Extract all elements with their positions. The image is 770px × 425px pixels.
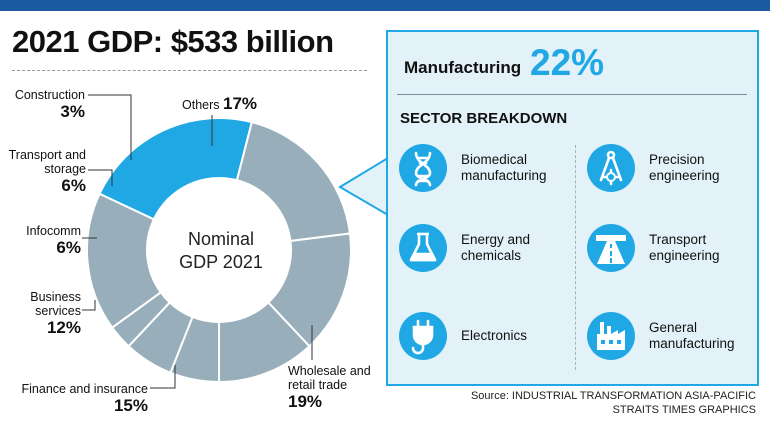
sector-electronics-label: Electronics	[461, 328, 591, 344]
label-transport: Transport and storage 6%	[6, 148, 86, 195]
label-infocomm-value: 6%	[56, 238, 81, 257]
sector-general-line2: manufacturing	[649, 336, 735, 351]
page-title: 2021 GDP: $533 billion	[12, 24, 334, 59]
sector-electronics-line1: Electronics	[461, 328, 528, 343]
slice-wholesale	[235, 120, 352, 243]
label-construction: Construction 3%	[10, 88, 85, 121]
label-finance-name: Finance and insurance	[21, 382, 148, 396]
label-infocomm-name: Infocomm	[26, 224, 81, 238]
label-wholesale-line1: Wholesale and	[288, 364, 371, 378]
sector-energy-line2: chemicals	[461, 248, 522, 263]
label-transport-value: 6%	[61, 176, 86, 195]
manufacturing-percent: 22%	[530, 42, 605, 83]
label-infocomm: Infocomm 6%	[6, 224, 81, 257]
label-business-value: 12%	[46, 318, 81, 337]
label-wholesale-value: 19%	[288, 392, 323, 411]
sector-transport-eng-label: Transport engineering	[649, 232, 770, 264]
dna-icon	[399, 144, 447, 192]
leader-finance	[150, 365, 176, 389]
donut-center-label: Nominal GDP 2021	[161, 228, 281, 274]
label-finance-value: 15%	[113, 396, 148, 415]
title-divider	[12, 70, 367, 71]
sector-precision-line2: engineering	[649, 168, 720, 183]
compass-gear-icon	[587, 144, 635, 192]
label-finance: Finance and insurance 15%	[6, 382, 148, 415]
sector-general-label: General manufacturing	[649, 320, 770, 352]
sector-energy-label: Energy and chemicals	[461, 232, 591, 264]
sector-general-line1: General	[649, 320, 698, 335]
source-credit: Source: INDUSTRIAL TRANSFORMATION ASIA-P…	[471, 389, 756, 417]
top-bar	[0, 0, 770, 11]
label-transport-line2: storage	[44, 162, 86, 176]
panel-divider	[397, 94, 747, 95]
flask-icon	[399, 224, 447, 272]
label-others-value: 17%	[223, 94, 258, 113]
label-construction-name: Construction	[14, 88, 85, 102]
leader-lines	[82, 94, 313, 389]
manufacturing-panel	[386, 30, 759, 386]
manufacturing-title: Manufacturing	[404, 58, 522, 77]
label-others-name: Others	[182, 98, 220, 112]
source-line-2: STRAITS TIMES GRAPHICS	[612, 404, 756, 416]
sector-transport-eng-line2: engineering	[649, 248, 720, 263]
label-business-line1: Business	[30, 290, 81, 304]
sector-energy-line1: Energy and	[461, 232, 531, 247]
center-label-line-1: Nominal	[187, 229, 255, 249]
sector-biomedical-line1: Biomedical	[461, 152, 528, 167]
label-wholesale: Wholesale and retail trade 19%	[288, 364, 383, 411]
label-others: Others 17%	[182, 94, 272, 113]
label-construction-value: 3%	[60, 102, 85, 121]
leader-business	[82, 300, 96, 311]
label-wholesale-line2: retail trade	[288, 378, 348, 392]
sector-transport-eng-line1: Transport	[649, 232, 707, 247]
sector-precision-label: Precision engineering	[649, 152, 770, 184]
label-business: Business services 12%	[6, 290, 81, 337]
label-business-line2: services	[35, 304, 81, 318]
leader-transport	[88, 169, 113, 186]
callout-pointer	[338, 156, 389, 217]
donut-slices	[86, 117, 352, 384]
sector-column-divider	[575, 145, 576, 370]
center-label-line-2: GDP 2021	[179, 252, 263, 272]
slice-others	[86, 192, 163, 329]
sector-biomedical-label: Biomedical manufacturing	[461, 152, 591, 184]
factory-icon	[587, 312, 635, 360]
highway-icon	[587, 224, 635, 272]
sector-biomedical-line2: manufacturing	[461, 168, 547, 183]
plug-icon	[399, 312, 447, 360]
label-transport-line1: Transport and	[8, 148, 86, 162]
source-line-1: Source: INDUSTRIAL TRANSFORMATION ASIA-P…	[470, 390, 756, 402]
leader-construction	[88, 94, 132, 160]
sector-precision-line1: Precision	[649, 152, 705, 167]
sector-breakdown-heading: SECTOR BREAKDOWN	[400, 110, 568, 127]
